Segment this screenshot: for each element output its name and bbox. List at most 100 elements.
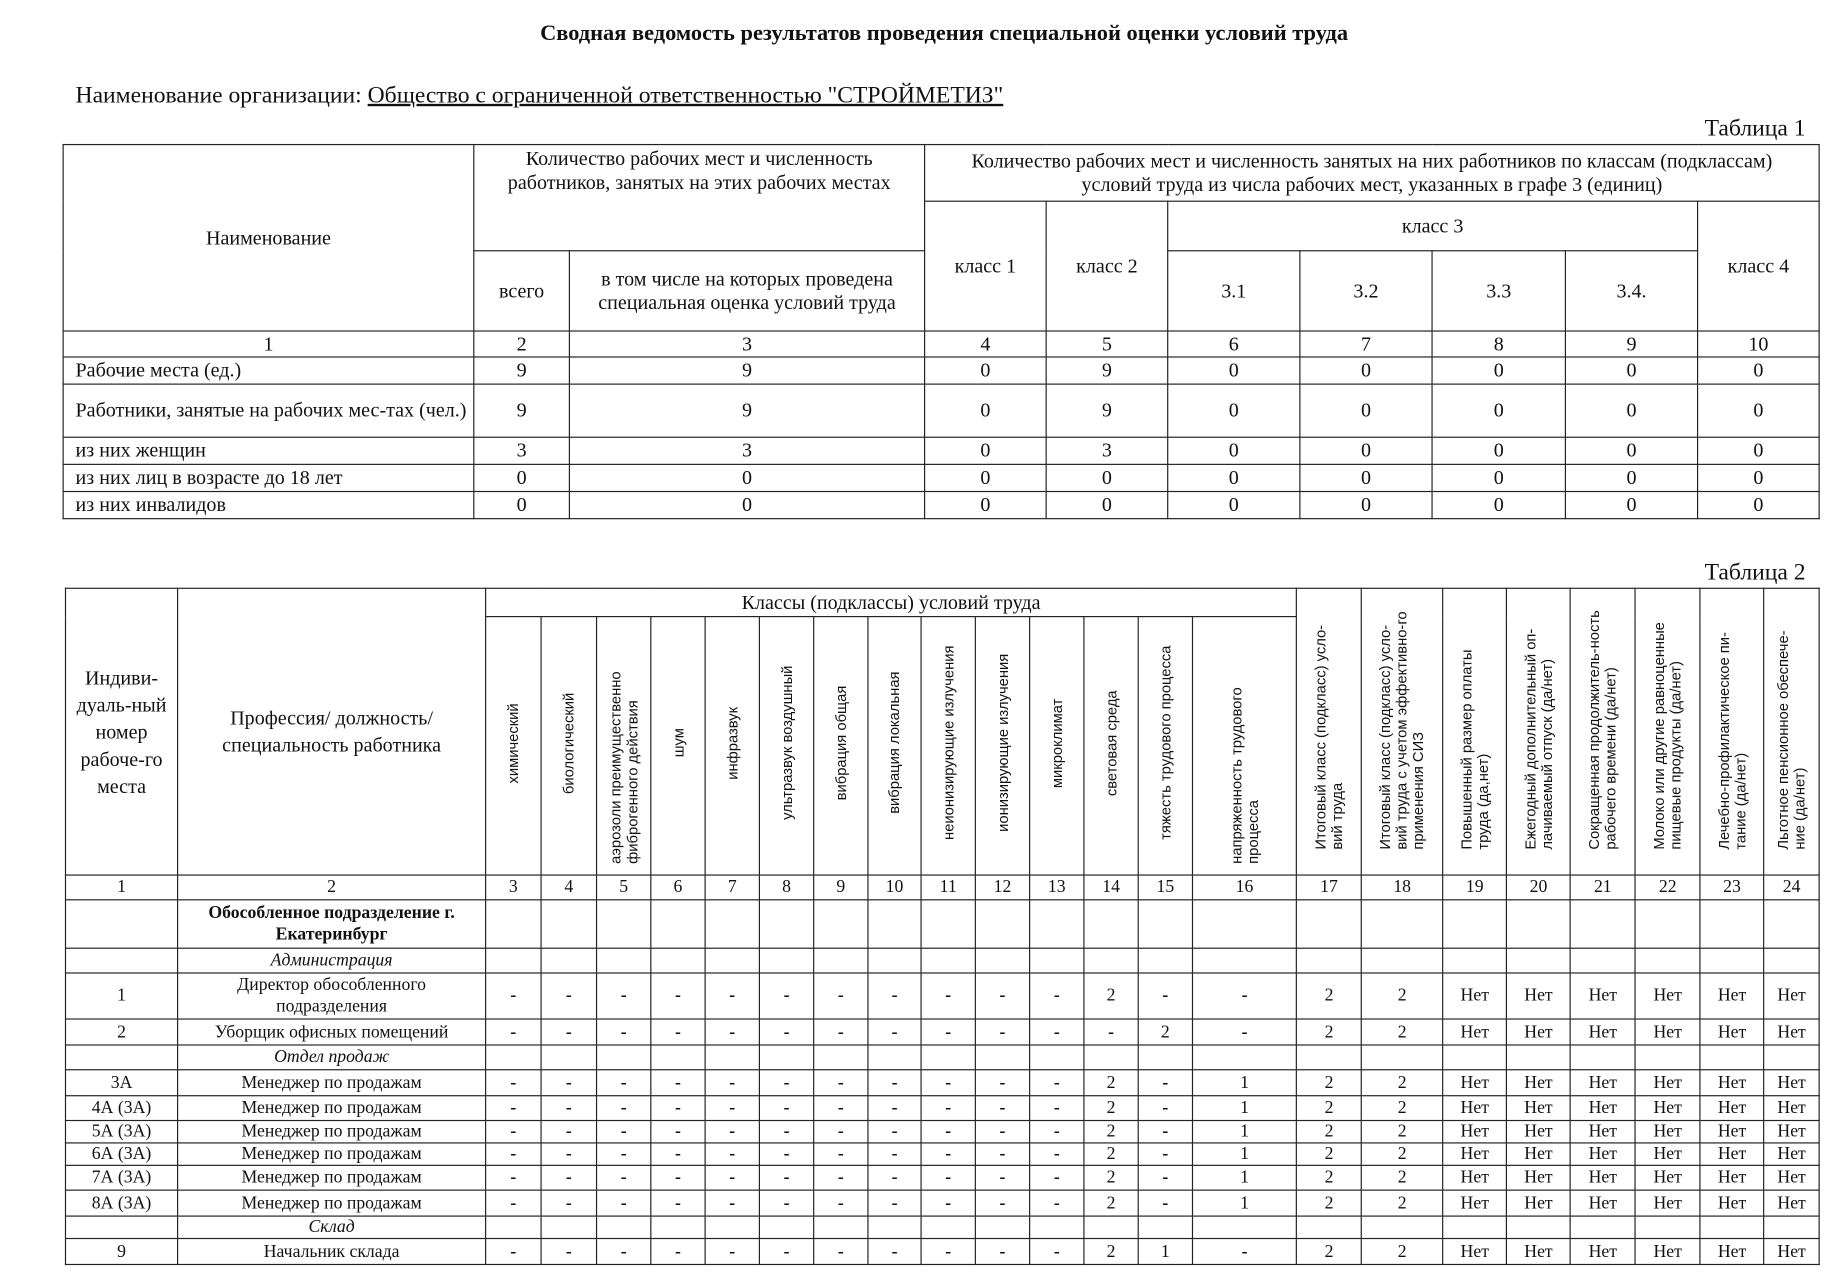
column-number: 7 <box>704 874 760 901</box>
cell-value: 0 <box>1431 383 1566 438</box>
cell-value: 9 <box>1045 383 1169 438</box>
cell-value: - <box>1029 1069 1085 1097</box>
empty-cell <box>595 947 652 974</box>
empty-cell <box>485 947 542 974</box>
empty-cell <box>867 899 922 949</box>
column-number-row: 1 2 3 4 5 6 7 8 9 10 11 12 13 14 15 16 17 18 19 20 21 22 23 24 <box>64 874 1820 901</box>
header-extra: Молоко или другие равноценные пищевые пр… <box>1634 587 1701 876</box>
table-row: 1 Директор обособленного подразделения - - -… <box>64 972 1820 1020</box>
section-row: Отдел продаж <box>64 1044 1820 1071</box>
empty-cell <box>1763 947 1820 974</box>
cell-value: - <box>595 1095 652 1122</box>
cell-value: 2 <box>1360 1237 1444 1266</box>
workplaces-table: Индиви-дуаль-ный номер рабоче-го места П… <box>64 587 1820 1266</box>
header-factor: световая среда <box>1083 616 1139 876</box>
empty-cell <box>540 1044 598 1071</box>
header-factor: вибрация общая <box>813 616 869 876</box>
cell-value: 2 <box>1083 1237 1139 1266</box>
cell-value: - <box>595 1119 652 1144</box>
header-factor: вибрация локальная <box>867 616 922 876</box>
table-row: 6А (3А) Менеджер по продажам - - - - - - - - - - -2-… <box>64 1142 1820 1166</box>
cell-value: 3 <box>473 436 570 465</box>
profession: Директор обособленного подразделения <box>177 972 487 1020</box>
table-row: Рабочие места (ед.) 9 9 0 9 0 0 0 0 0 <box>62 356 1820 385</box>
header-profession: Профессия/ должность/ специальность рабо… <box>177 587 487 876</box>
cell-value: 1 <box>1137 1237 1194 1266</box>
header-extra: Повышенный размер оплаты труда (да,нет) <box>1442 587 1508 876</box>
column-number: 7 <box>1299 330 1433 358</box>
cell-value: Нет <box>1506 1069 1571 1097</box>
empty-cell <box>1137 947 1194 974</box>
header-extra-label: Лечебно-профилактическое пи-тание (да/не… <box>1715 632 1749 850</box>
cell-value: 0 <box>1696 463 1820 493</box>
table1-caption: Таблица 1 <box>1704 115 1806 142</box>
header-factor-label: вибрация общая <box>832 685 850 801</box>
empty-cell <box>813 899 869 949</box>
cell-value: 0 <box>1564 490 1699 520</box>
cell-value: 2 <box>1360 1142 1444 1166</box>
cell-value: - <box>1029 1018 1085 1046</box>
column-number: 19 <box>1442 874 1508 901</box>
cell-value: - <box>485 1142 542 1166</box>
cell-value: 0 <box>568 490 926 520</box>
header-extra-label: Сокращенная продолжитель-ность рабочего … <box>1586 610 1620 850</box>
empty-cell <box>1506 947 1571 974</box>
document-title: Сводная ведомость результатов проведения… <box>540 21 1349 47</box>
header-extra: Льготное пенсионное обеспече-ние (да/нет… <box>1763 587 1820 876</box>
column-number: 9 <box>813 874 869 901</box>
header-extra-label: Ежегодный дополнительный оп-лачиваемый о… <box>1521 628 1556 850</box>
column-number: 3 <box>485 874 542 901</box>
cell-value: 2 <box>1295 1164 1363 1191</box>
cell-value: - <box>1137 1164 1194 1191</box>
cell-value: - <box>704 1119 760 1144</box>
cell-value: 2 <box>1137 1018 1194 1046</box>
row-name: из них женщин <box>62 436 475 465</box>
cell-value: Нет <box>1442 1069 1508 1097</box>
cell-value: - <box>650 1119 706 1144</box>
empty-cell <box>813 1044 869 1071</box>
cell-value: - <box>974 1119 1031 1144</box>
column-number: 3 <box>568 330 926 358</box>
cell-value: - <box>974 1095 1031 1122</box>
cell-value: 2 <box>1083 1095 1139 1122</box>
cell-value: 9 <box>473 383 570 438</box>
cell-value: Нет <box>1569 1237 1636 1266</box>
empty-cell <box>1083 899 1139 949</box>
cell-value: - <box>867 1095 922 1122</box>
workplace-id: 7А (3А) <box>64 1164 179 1191</box>
cell-value: - <box>1029 1164 1085 1191</box>
cell-value: 0 <box>1167 436 1301 465</box>
empty-cell <box>540 947 598 974</box>
cell-value: Нет <box>1763 1018 1820 1046</box>
header-factor: химический <box>485 616 542 876</box>
empty-cell <box>758 899 815 949</box>
profession: Менеджер по продажам <box>177 1164 487 1191</box>
cell-value: 2 <box>1083 1069 1139 1097</box>
cell-value: - <box>758 1018 815 1046</box>
empty-cell <box>485 1215 542 1240</box>
cell-value: 2 <box>1360 1095 1444 1122</box>
cell-value: - <box>540 1164 598 1191</box>
cell-value: 0 <box>1696 436 1820 465</box>
cell-value: - <box>650 1095 706 1122</box>
column-number: 20 <box>1506 874 1571 901</box>
empty-cell <box>974 947 1031 974</box>
cell-value: - <box>650 1069 706 1097</box>
cell-value: Нет <box>1569 972 1636 1020</box>
cell-value: - <box>485 1237 542 1266</box>
empty-cell <box>1295 1044 1363 1071</box>
cell-value: - <box>485 1069 542 1097</box>
cell-value: - <box>974 1189 1031 1217</box>
column-number: 24 <box>1763 874 1820 901</box>
cell-value: - <box>974 1164 1031 1191</box>
empty-cell <box>1634 899 1701 949</box>
empty-cell <box>867 947 922 974</box>
header-class1: класс 1 <box>924 200 1047 332</box>
table-row: 4А (3А) Менеджер по продажам - - - - - - - - - - -2-… <box>64 1095 1820 1122</box>
cell-value: Нет <box>1506 1018 1571 1046</box>
cell-value: - <box>540 1069 598 1097</box>
empty-cell <box>1360 899 1444 949</box>
profession: Уборщик офисных помещений <box>177 1018 487 1046</box>
workplace-id: 6А (3А) <box>64 1142 179 1166</box>
